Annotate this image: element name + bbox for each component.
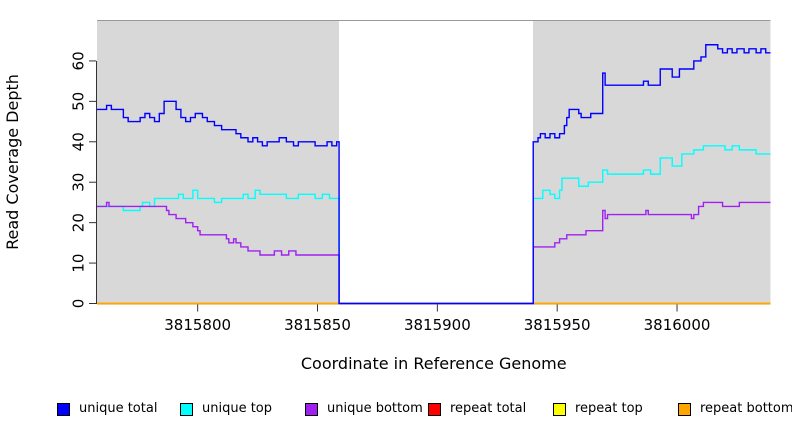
x-tick-label: 3816000 xyxy=(644,316,711,334)
x-tick-label: 3815900 xyxy=(404,316,471,334)
y-tick-label: 60 xyxy=(70,51,88,70)
x-axis-title: Coordinate in Reference Genome xyxy=(301,354,567,373)
y-tick-label: 30 xyxy=(70,173,88,192)
series-line-unique-bottom xyxy=(97,201,771,305)
y-axis-title: Read Coverage Depth xyxy=(3,74,22,250)
x-tick-label: 3815950 xyxy=(524,316,591,334)
series-line-unique-total xyxy=(97,44,771,305)
y-tick-label: 20 xyxy=(70,213,88,232)
y-tick-label: 0 xyxy=(70,299,88,309)
shaded-region-0 xyxy=(97,21,340,304)
shaded-region-1 xyxy=(533,21,771,304)
x-tick-label: 3815800 xyxy=(164,316,231,334)
y-tick-label: 40 xyxy=(70,132,88,151)
y-tick-label: 10 xyxy=(70,254,88,273)
x-tick-label: 3815850 xyxy=(284,316,351,334)
y-tick-label: 50 xyxy=(70,92,88,111)
